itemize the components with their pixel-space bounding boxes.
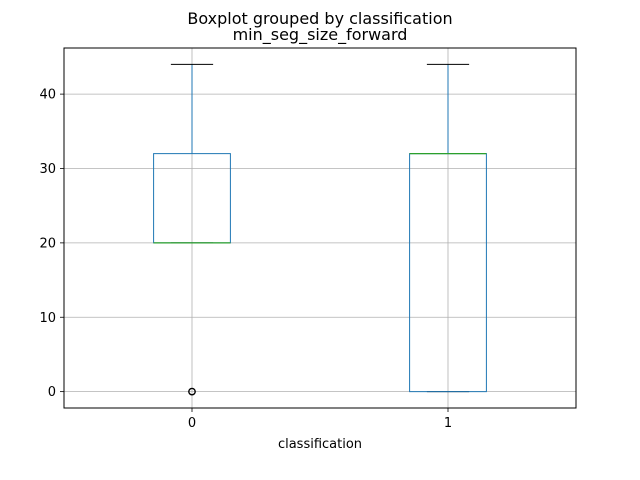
boxes <box>153 63 487 396</box>
chart-title: min_seg_size_forward <box>233 25 408 45</box>
y-tick-label: 40 <box>39 88 56 103</box>
outlier-point <box>188 387 196 396</box>
x-axis-label: classification <box>278 437 362 452</box>
plot-frame <box>63 47 577 409</box>
y-tick-label: 20 <box>39 236 56 251</box>
y-tick-label: 10 <box>39 311 56 326</box>
x-tick-label: 1 <box>444 416 452 431</box>
x-tick-label: 0 <box>188 416 196 431</box>
ticks: 0 10 20 30 40 0 1 <box>39 88 452 431</box>
chart-suptitle: Boxplot grouped by classification <box>187 9 452 28</box>
y-tick-label: 0 <box>48 385 56 400</box>
y-tick-label: 30 <box>39 162 56 177</box>
